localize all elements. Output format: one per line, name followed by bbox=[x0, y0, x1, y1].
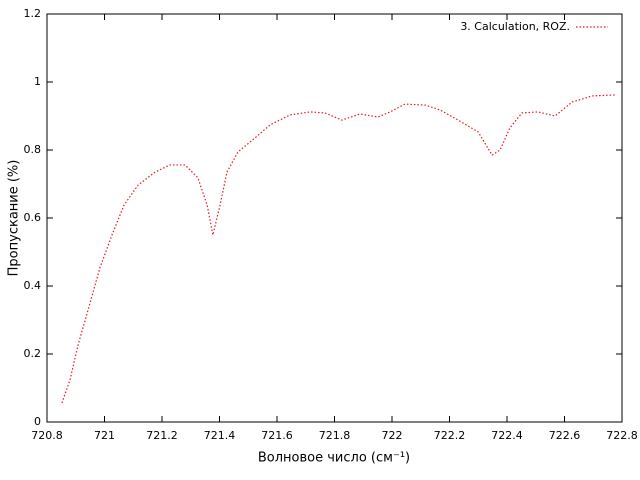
x-tick-label: 721.4 bbox=[204, 429, 236, 442]
x-tick-label: 722 bbox=[382, 429, 403, 442]
y-tick-label: 0.8 bbox=[24, 143, 42, 156]
x-axis-title: Волновое число (см⁻¹) bbox=[258, 451, 410, 466]
y-tick-label: 0 bbox=[34, 415, 41, 428]
x-tick-label: 721.6 bbox=[261, 429, 293, 442]
y-tick-label: 1 bbox=[34, 75, 41, 88]
y-tick-label: 0.2 bbox=[24, 347, 42, 360]
x-tick-label: 722.8 bbox=[606, 429, 638, 442]
y-tick-label: 0.6 bbox=[24, 211, 42, 224]
x-tick-label: 720.8 bbox=[31, 429, 63, 442]
x-tick-label: 722.6 bbox=[549, 429, 581, 442]
x-tick-label: 721 bbox=[94, 429, 115, 442]
x-tick-label: 721.2 bbox=[146, 429, 178, 442]
x-tick-label: 721.8 bbox=[319, 429, 351, 442]
x-tick-label: 722.4 bbox=[491, 429, 523, 442]
x-tick-label: 722.2 bbox=[434, 429, 466, 442]
y-axis-title: Пропускание (%) bbox=[7, 160, 22, 277]
legend-label: 3. Calculation, ROZ. bbox=[460, 20, 570, 33]
y-tick-label: 1.2 bbox=[24, 7, 42, 20]
data-line bbox=[61, 94, 616, 404]
y-tick-label: 0.4 bbox=[24, 279, 42, 292]
